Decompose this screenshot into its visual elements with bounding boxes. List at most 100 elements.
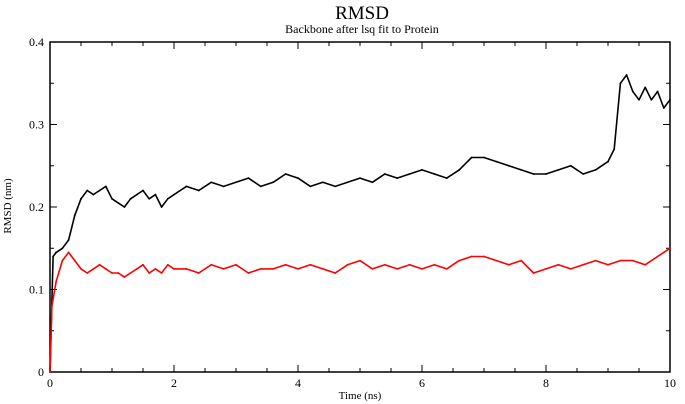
data-point-series-1 — [346, 181, 349, 184]
data-point-series-1 — [284, 173, 287, 175]
x-tick-label: 6 — [419, 376, 425, 390]
data-point-series-1 — [334, 185, 337, 188]
data-point-series-1 — [638, 98, 640, 101]
data-point-series-2 — [272, 267, 275, 270]
data-point-series-2 — [359, 259, 361, 262]
x-tick-label: 0 — [47, 376, 53, 390]
data-point-series-1 — [433, 173, 436, 175]
data-point-series-2 — [135, 267, 138, 270]
data-point-series-2 — [607, 263, 609, 266]
data-point-series-1 — [222, 185, 225, 188]
plot-frame — [49, 41, 671, 373]
data-point-series-1 — [625, 74, 628, 76]
data-point-series-2 — [235, 263, 237, 266]
data-point-series-2 — [185, 267, 188, 270]
data-point-series-2 — [173, 267, 175, 270]
data-point-series-1 — [371, 181, 374, 184]
data-point-series-2 — [520, 259, 523, 262]
data-point-series-2 — [154, 267, 157, 270]
data-point-series-2 — [297, 267, 299, 270]
data-point-series-1 — [235, 181, 237, 184]
y-axis-ticks: 0 0.1 0.2 0.3 0.4 — [29, 35, 670, 379]
data-point-series-2 — [50, 305, 53, 307]
data-point-series-1 — [594, 168, 597, 171]
data-point-series-2 — [371, 267, 374, 270]
data-point-series-1 — [359, 177, 361, 180]
data-point-series-1 — [154, 193, 157, 196]
data-point-series-1 — [92, 193, 95, 196]
y-tick-label: 0.1 — [29, 283, 44, 297]
data-point-series-1 — [148, 197, 151, 200]
data-point-series-1 — [669, 98, 671, 101]
data-point-series-2 — [458, 259, 461, 262]
data-point-series-1 — [80, 197, 82, 200]
data-point-series-1 — [210, 181, 213, 184]
data-point-series-2 — [284, 263, 287, 266]
data-point-series-1 — [129, 197, 132, 200]
data-point-series-1 — [507, 164, 510, 167]
y-axis-label: RMSD (nm) — [2, 178, 14, 234]
data-point-series-2 — [61, 259, 64, 262]
data-point-series-2 — [148, 272, 151, 274]
data-point-series-1 — [613, 148, 616, 151]
data-point-series-2 — [129, 272, 132, 274]
data-point-series-2 — [445, 267, 448, 270]
data-point-series-2 — [619, 259, 622, 262]
data-point-series-2 — [644, 263, 647, 266]
data-point-series-2 — [247, 272, 250, 274]
data-point-series-2 — [470, 255, 473, 258]
data-point-series-2 — [49, 371, 51, 373]
data-point-series-1 — [117, 201, 120, 204]
data-point-series-1 — [55, 251, 58, 254]
data-point-series-2 — [197, 272, 200, 274]
data-point-series-1 — [166, 197, 169, 200]
data-point-series-2 — [160, 272, 163, 274]
data-point-series-2 — [80, 267, 82, 270]
data-point-series-2 — [309, 263, 312, 266]
data-point-series-2 — [656, 255, 659, 258]
data-point-series-2 — [55, 280, 58, 283]
data-point-series-1 — [470, 156, 473, 159]
data-point-series-2 — [421, 267, 423, 270]
data-point-series-2 — [408, 263, 411, 266]
data-point-series-1 — [656, 90, 659, 93]
data-point-series-2 — [569, 267, 572, 270]
data-point-series-2 — [73, 259, 76, 262]
data-point-series-2 — [483, 255, 485, 258]
y-tick-label: 0.4 — [29, 35, 44, 49]
data-point-series-1 — [483, 156, 485, 159]
data-point-series-1 — [383, 173, 386, 175]
data-point-series-1 — [631, 90, 634, 93]
data-point-series-1 — [321, 181, 324, 184]
data-point-series-1 — [73, 214, 76, 217]
data-point-series-1 — [396, 177, 399, 180]
data-point-series-1 — [495, 160, 498, 163]
data-point-series-2 — [433, 263, 436, 266]
data-point-series-1 — [247, 177, 250, 180]
y-tick-label: 0.2 — [29, 200, 44, 214]
data-point-series-1 — [297, 177, 299, 180]
data-point-series-2 — [545, 267, 547, 270]
y-tick-label: 0.3 — [29, 118, 44, 132]
x-axis-ticks: 0 2 4 6 8 10 — [47, 42, 676, 390]
data-point-series-2 — [594, 259, 597, 262]
data-point-series-2 — [582, 263, 585, 266]
x-tick-label: 8 — [543, 376, 549, 390]
data-point-series-1 — [111, 197, 113, 200]
data-point-series-2 — [383, 263, 386, 266]
data-point-series-1 — [104, 185, 107, 188]
data-point-series-1 — [173, 193, 175, 196]
data-point-series-2 — [631, 259, 634, 262]
data-point-series-1 — [142, 189, 144, 192]
data-point-series-1 — [569, 164, 572, 167]
chart-title: RMSD — [335, 3, 389, 24]
data-point-series-1 — [309, 185, 312, 188]
data-point-series-1 — [272, 181, 275, 184]
x-axis-label: Time (ns) — [339, 390, 382, 402]
data-point-series-2 — [111, 272, 113, 274]
data-point-series-2 — [86, 272, 89, 274]
data-point-series-1 — [644, 86, 647, 89]
data-point-series-2 — [166, 263, 169, 266]
data-point-series-1 — [650, 98, 653, 101]
data-point-series-2 — [104, 267, 107, 270]
